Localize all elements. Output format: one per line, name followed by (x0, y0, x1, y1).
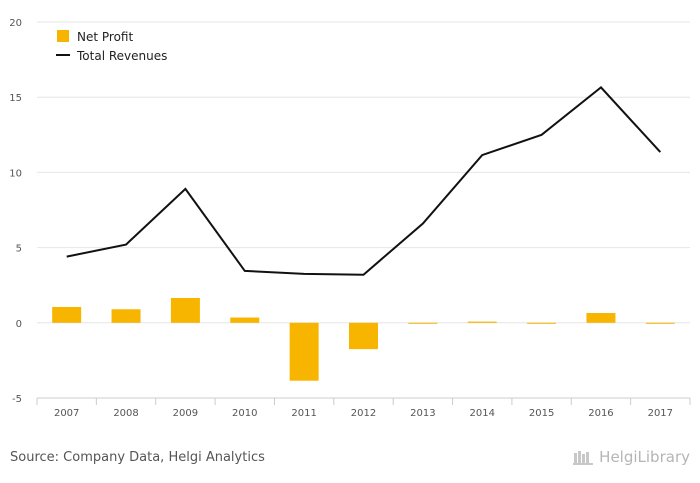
x-tick-label-2008: 2008 (113, 408, 138, 419)
y-tick-label: -5 (12, 394, 22, 405)
net-profit-bar-2011 (289, 322, 319, 381)
brand-logo: HelgiLibrary (573, 448, 690, 466)
total-revenues-line (66, 86, 662, 276)
y-tick-label: 15 (9, 93, 22, 104)
x-tick-label-2007: 2007 (54, 408, 79, 419)
y-tick-label: 20 (9, 18, 22, 29)
legend-label-total-revenues: Total Revenues (76, 49, 167, 63)
brand-name: HelgiLibrary (599, 448, 690, 466)
x-tick-label-2014: 2014 (470, 408, 495, 419)
legend-label-net-profit: Net Profit (77, 30, 133, 44)
net-profit-bar-2014 (467, 321, 497, 323)
y-tick-label: 5 (16, 244, 22, 255)
x-tick-label-2009: 2009 (173, 408, 198, 419)
x-tick-label-2016: 2016 (588, 408, 613, 419)
net-profit-bar-2017 (645, 322, 675, 324)
net-profit-bar-2008 (111, 309, 141, 323)
x-tick-label-2012: 2012 (351, 408, 376, 419)
net-profit-bar-2015 (527, 322, 557, 324)
legend: Net Profit Total Revenues (56, 30, 167, 63)
net-profit-bars (52, 297, 675, 381)
x-tick-label-2010: 2010 (232, 408, 257, 419)
y-tick-label: 10 (9, 168, 22, 179)
x-tick-label-2011: 2011 (291, 408, 316, 419)
y-tick-label: 0 (16, 319, 22, 330)
net-profit-bar-2016 (586, 313, 616, 323)
x-tick-label-2015: 2015 (529, 408, 554, 419)
net-profit-bar-2013 (408, 322, 438, 324)
source-text: Source: Company Data, Helgi Analytics (10, 450, 265, 465)
y-axis: 20 15 10 5 0 -5 (9, 18, 22, 405)
x-tick-label-2017: 2017 (648, 408, 673, 419)
x-axis: 2007 2008 2009 2010 2011 2012 2013 2014 2015 2016… (36, 397, 691, 419)
library-icon (573, 451, 594, 465)
net-profit-bar-2007 (52, 307, 82, 323)
net-profit-bar-2010 (230, 317, 260, 323)
legend-swatch-net-profit (57, 30, 69, 42)
net-profit-bar-2009 (170, 297, 200, 323)
footer: Source: Company Data, Helgi Analytics He… (0, 444, 700, 483)
net-profit-bar-2012 (349, 322, 378, 350)
x-tick-label-2013: 2013 (410, 408, 435, 419)
